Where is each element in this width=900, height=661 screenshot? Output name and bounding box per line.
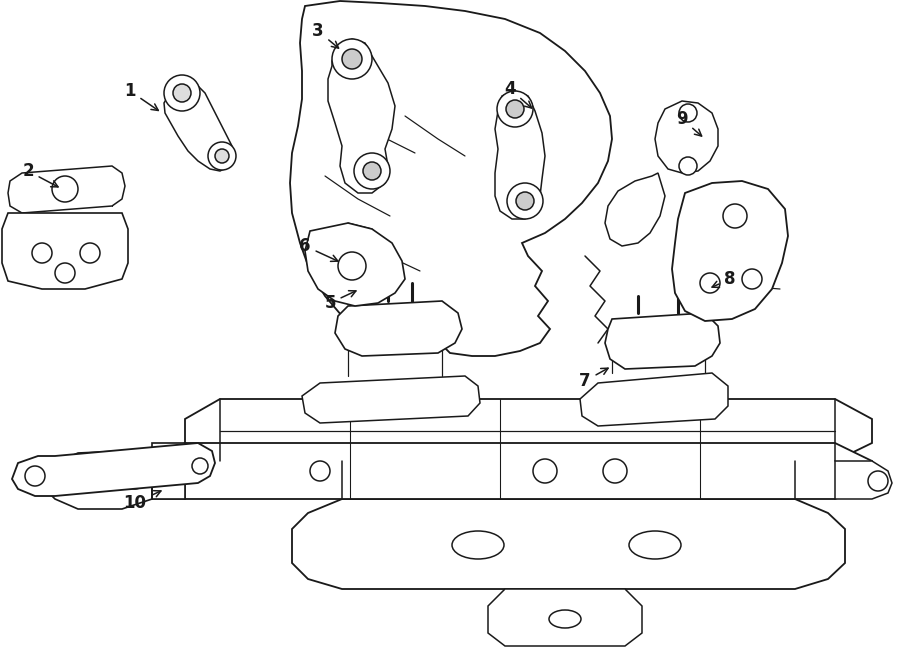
Polygon shape xyxy=(290,1,612,356)
Polygon shape xyxy=(164,79,235,171)
Circle shape xyxy=(507,183,543,219)
Circle shape xyxy=(25,466,45,486)
Polygon shape xyxy=(8,166,125,213)
Circle shape xyxy=(723,204,747,228)
Polygon shape xyxy=(488,589,642,646)
Polygon shape xyxy=(655,101,718,173)
Polygon shape xyxy=(12,443,215,496)
Circle shape xyxy=(516,192,534,210)
Circle shape xyxy=(173,84,191,102)
Circle shape xyxy=(310,461,330,481)
Text: 2: 2 xyxy=(22,162,58,187)
Circle shape xyxy=(215,149,229,163)
Circle shape xyxy=(32,243,52,263)
Circle shape xyxy=(354,153,390,189)
Circle shape xyxy=(342,49,362,69)
Ellipse shape xyxy=(61,472,83,486)
Circle shape xyxy=(338,252,366,280)
Circle shape xyxy=(679,104,697,122)
Polygon shape xyxy=(152,443,872,499)
Polygon shape xyxy=(335,301,462,356)
Polygon shape xyxy=(605,313,720,369)
Polygon shape xyxy=(122,461,185,499)
Ellipse shape xyxy=(629,531,681,559)
Circle shape xyxy=(80,243,100,263)
Polygon shape xyxy=(185,399,872,461)
Text: 10: 10 xyxy=(123,490,161,512)
Polygon shape xyxy=(292,499,845,589)
Polygon shape xyxy=(45,443,185,509)
Circle shape xyxy=(164,75,200,111)
Polygon shape xyxy=(580,373,728,426)
Circle shape xyxy=(125,469,145,489)
Polygon shape xyxy=(328,39,395,193)
Text: 8: 8 xyxy=(712,270,736,288)
Polygon shape xyxy=(305,223,405,306)
Text: 1: 1 xyxy=(124,82,158,110)
Text: 9: 9 xyxy=(676,110,702,136)
Text: 6: 6 xyxy=(299,237,338,261)
Text: 7: 7 xyxy=(580,368,608,390)
Circle shape xyxy=(868,471,888,491)
Circle shape xyxy=(497,91,533,127)
Polygon shape xyxy=(495,91,545,219)
Text: 4: 4 xyxy=(504,80,532,108)
Circle shape xyxy=(506,100,524,118)
Circle shape xyxy=(332,39,372,79)
Polygon shape xyxy=(605,173,665,246)
Circle shape xyxy=(603,459,627,483)
Circle shape xyxy=(52,176,78,202)
Circle shape xyxy=(533,459,557,483)
Text: 5: 5 xyxy=(324,291,356,312)
Circle shape xyxy=(208,142,236,170)
Circle shape xyxy=(742,269,762,289)
Polygon shape xyxy=(835,461,892,499)
Circle shape xyxy=(700,273,720,293)
Polygon shape xyxy=(302,376,480,423)
Circle shape xyxy=(192,458,208,474)
Text: 3: 3 xyxy=(312,22,338,48)
Polygon shape xyxy=(2,213,128,289)
Circle shape xyxy=(679,157,697,175)
Circle shape xyxy=(55,263,75,283)
Ellipse shape xyxy=(452,531,504,559)
Ellipse shape xyxy=(549,610,581,628)
Polygon shape xyxy=(672,181,788,321)
Circle shape xyxy=(363,162,381,180)
